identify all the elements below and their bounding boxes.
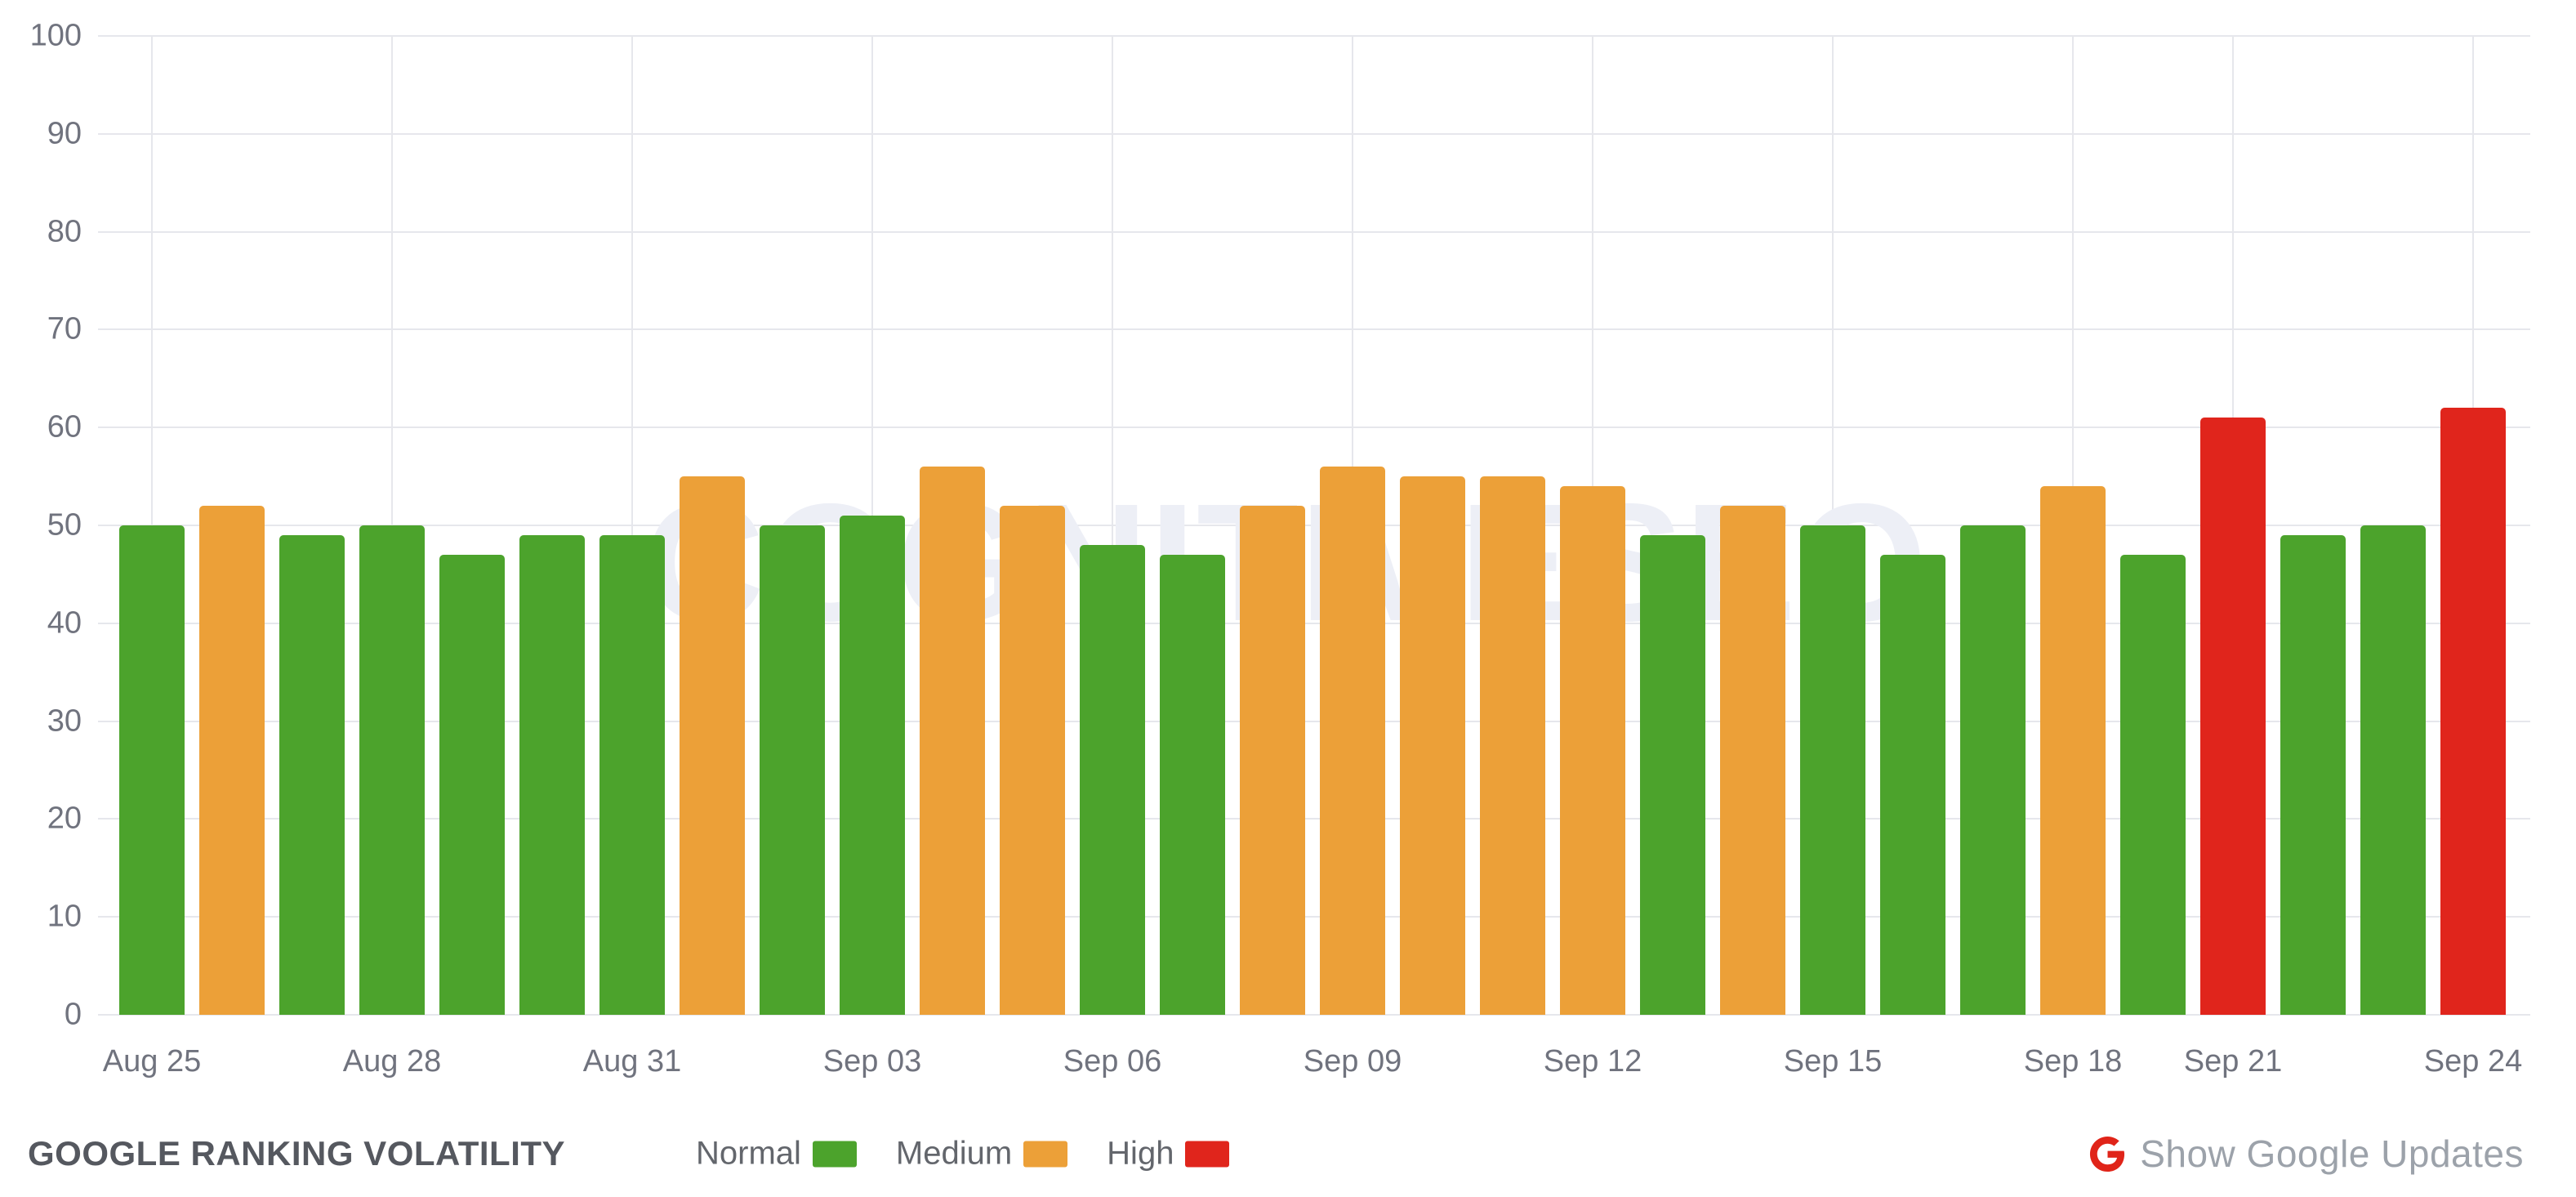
- legend-label-normal: Normal: [696, 1135, 801, 1172]
- volatility-bar-sep-14[interactable]: [1720, 506, 1785, 1015]
- volatility-bar-sep-12[interactable]: [1560, 486, 1625, 1015]
- volatility-bar-sep-11[interactable]: [1480, 476, 1545, 1015]
- volatility-bar-sep-23[interactable]: [2360, 525, 2426, 1015]
- x-axis-label: Sep 06: [1063, 1044, 1162, 1079]
- y-axis-label: 70: [47, 311, 82, 346]
- y-axis-label: 0: [64, 997, 82, 1032]
- x-axis-label: Sep 24: [2423, 1044, 2523, 1079]
- chart-footer: GOOGLE RANKING VOLATILITY Normal Medium Hi…: [0, 1121, 2576, 1186]
- volatility-bar-sep-16[interactable]: [1880, 554, 1945, 1015]
- show-google-updates-toggle[interactable]: Show Google Updates: [2088, 1132, 2524, 1176]
- volatility-bar-sep-19[interactable]: [2120, 554, 2186, 1015]
- legend-label-high: High: [1107, 1135, 1174, 1172]
- volatility-bar-sep-18[interactable]: [2040, 486, 2106, 1015]
- gridline-v: [1112, 36, 1113, 1015]
- volatility-bar-sep-22[interactable]: [2280, 534, 2346, 1015]
- legend-swatch-medium: [1023, 1141, 1068, 1167]
- x-axis-label: Aug 25: [102, 1044, 202, 1079]
- volatility-bar-sep-24[interactable]: [2440, 408, 2506, 1015]
- y-axis-label: 60: [47, 409, 82, 444]
- y-axis-label: 40: [47, 605, 82, 641]
- volatility-bar-aug-25[interactable]: [119, 525, 185, 1015]
- gridline-h: [98, 35, 2530, 37]
- legend: Normal Medium High: [696, 1136, 1268, 1172]
- volatility-bar-sep-15[interactable]: [1800, 525, 1865, 1015]
- gridline-h: [98, 720, 2530, 722]
- y-axis-label: 10: [47, 899, 82, 934]
- volatility-bar-sep-02[interactable]: [760, 525, 825, 1015]
- x-axis-label: Sep 12: [1543, 1044, 1642, 1079]
- x-axis-label: Sep 03: [822, 1044, 922, 1079]
- legend-label-medium: Medium: [895, 1135, 1013, 1172]
- volatility-bar-sep-21[interactable]: [2200, 418, 2266, 1015]
- y-axis-label: 30: [47, 703, 82, 739]
- volatility-bar-sep-08[interactable]: [1240, 506, 1305, 1015]
- volatility-bar-aug-27[interactable]: [279, 534, 345, 1015]
- gridline-h: [98, 132, 2530, 135]
- volatility-bar-sep-06[interactable]: [1080, 544, 1145, 1015]
- gridline-h: [98, 622, 2530, 624]
- x-axis-label: Sep 21: [2183, 1044, 2283, 1079]
- y-axis-label: 50: [47, 507, 82, 543]
- volatility-bar-aug-29[interactable]: [439, 554, 505, 1015]
- volatility-bar-sep-03[interactable]: [840, 516, 905, 1015]
- legend-swatch-high: [1185, 1141, 1230, 1167]
- y-axis-label: 20: [47, 801, 82, 836]
- volatility-bar-sep-13[interactable]: [1640, 534, 1705, 1015]
- volatility-bar-sep-09[interactable]: [1320, 467, 1385, 1015]
- volatility-bar-sep-10[interactable]: [1400, 476, 1465, 1015]
- google-g-icon: [2090, 1136, 2125, 1172]
- gridline-h: [98, 818, 2530, 820]
- legend-item-normal: Normal: [696, 1136, 857, 1172]
- legend-swatch-normal: [812, 1141, 857, 1167]
- x-axis-label: Aug 28: [342, 1044, 442, 1079]
- y-axis-label: 90: [47, 116, 82, 151]
- x-axis-label: Sep 09: [1303, 1044, 1402, 1079]
- gridline-h: [98, 525, 2530, 526]
- legend-item-high: High: [1107, 1135, 1230, 1172]
- volatility-bar-sep-17[interactable]: [1960, 525, 2026, 1015]
- show-google-updates-label: Show Google Updates: [2140, 1132, 2524, 1175]
- gridline-h: [98, 230, 2530, 233]
- legend-item-medium: Medium: [895, 1135, 1068, 1172]
- x-axis-label: Sep 18: [2023, 1044, 2123, 1079]
- x-axis-label: Sep 15: [1783, 1044, 1883, 1079]
- gridline-v: [631, 36, 633, 1015]
- chart-title: GOOGLE RANKING VOLATILITY: [28, 1134, 566, 1172]
- volatility-bar-sep-01[interactable]: [680, 476, 745, 1015]
- y-axis-label: 100: [29, 18, 82, 53]
- y-axis-label: 80: [47, 214, 82, 249]
- gridline-h: [98, 1014, 2530, 1016]
- volatility-bar-aug-28[interactable]: [359, 525, 425, 1015]
- gridline-h: [98, 916, 2530, 918]
- gridline-h: [98, 328, 2530, 331]
- volatility-bar-aug-26[interactable]: [199, 506, 265, 1015]
- volatility-bar-sep-07[interactable]: [1160, 554, 1225, 1015]
- volatility-bar-sep-04[interactable]: [920, 467, 985, 1015]
- volatility-bar-aug-31[interactable]: [599, 534, 665, 1015]
- gridline-h: [98, 427, 2530, 429]
- volatility-bar-sep-05[interactable]: [1000, 506, 1065, 1015]
- x-axis-label: Aug 31: [582, 1044, 682, 1079]
- volatility-bar-aug-30[interactable]: [519, 534, 585, 1015]
